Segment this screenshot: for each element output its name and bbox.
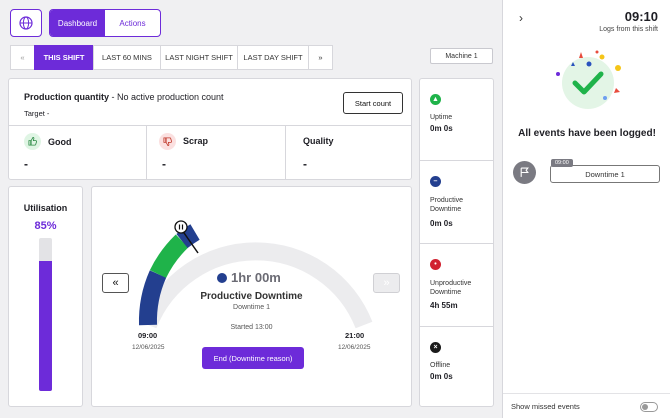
utilisation-bar (39, 238, 52, 391)
tabs-next-button[interactable]: » (308, 45, 333, 70)
production-heading: Production quantity - No active producti… (24, 92, 224, 102)
gauge-next-button[interactable]: » (373, 273, 400, 293)
productive-downtime-dot (217, 273, 227, 283)
collapse-panel-icon[interactable]: › (519, 11, 523, 25)
metric-quality: Quality - (286, 126, 411, 180)
show-missed-label: Show missed events (511, 402, 580, 411)
status-uptime-label: Uptime (430, 114, 453, 121)
machine-selector[interactable]: Machine 1 (430, 48, 493, 64)
gauge-prev-button[interactable]: « (102, 273, 129, 293)
metric-good: Good - (9, 126, 147, 180)
status-productive-downtime-label: Productive Downtime (430, 197, 464, 213)
gauge-started: Started 13:00 (230, 324, 273, 331)
metric-good-value: - (24, 157, 28, 171)
utilisation-bar-fill (39, 260, 52, 391)
status-productive-downtime-value: 0m 0s (430, 219, 453, 228)
log-subtitle: Logs from this shift (599, 26, 658, 33)
gauge-segment-productive-downtime (138, 270, 167, 326)
nav-actions[interactable]: Actions (119, 18, 146, 28)
production-target: Target - (24, 109, 50, 118)
productive-downtime-icon: – (430, 176, 441, 187)
offline-icon: × (430, 342, 441, 353)
event-downtime-1[interactable]: Downtime 1 (550, 165, 660, 183)
unproductive-downtime-icon: • (430, 259, 441, 270)
gauge-segment-uptime (149, 234, 189, 279)
gauge-start-date: 12/06/2025 (132, 344, 165, 351)
gauge-duration: 1hr 00m (231, 270, 281, 285)
metric-quality-value: - (303, 157, 307, 171)
gauge-segment-productive-downtime-current (176, 224, 200, 249)
nav-dashboard[interactable]: Dashboard (50, 10, 105, 36)
status-unproductive-downtime: • Unproductive Downtime 4h 55m (420, 244, 493, 327)
tab-last-day-shift[interactable]: LAST DAY SHIFT (237, 45, 309, 70)
tab-last-60-mins[interactable]: LAST 60 MINS (93, 45, 161, 70)
globe-icon (19, 16, 33, 30)
gauge-reason: Downtime 1 (233, 304, 270, 311)
status-uptime: ▲ Uptime 0m 0s (420, 79, 493, 161)
status-unproductive-downtime-value: 4h 55m (430, 301, 458, 310)
status-offline-value: 0m 0s (430, 372, 453, 381)
language-button[interactable] (10, 9, 42, 37)
uptime-icon: ▲ (430, 94, 441, 105)
tab-this-shift[interactable]: THIS SHIFT (34, 45, 94, 70)
gauge-needle (181, 229, 199, 254)
status-offline-label: Offline (430, 362, 451, 369)
gauge-end-date: 12/06/2025 (338, 344, 371, 351)
event-log-panel: › 09:10 Logs from this shift All events … (502, 0, 670, 418)
production-title: Production quantity (24, 92, 109, 102)
thumbs-up-icon (24, 133, 41, 150)
metric-good-label: Good (48, 137, 72, 147)
end-downtime-button[interactable]: End (Downtime reason) (202, 347, 304, 369)
utilisation-value: 85% (34, 220, 57, 232)
metric-scrap-value: - (162, 157, 166, 171)
utilisation-title: Utilisation (23, 203, 68, 213)
metric-scrap-label: Scrap (183, 136, 209, 146)
gauge-start-time: 09:00 (138, 331, 158, 340)
gauge-card: 1hr 00m Productive Downtime Downtime 1 S… (91, 186, 412, 407)
time-range-tabs: « THIS SHIFT LAST 60 MINS LAST NIGHT SHI… (10, 45, 333, 70)
tabs-prev-button[interactable]: « (10, 45, 35, 70)
show-missed-toggle[interactable] (640, 402, 658, 412)
status-uptime-value: 0m 0s (430, 124, 453, 133)
status-unproductive-downtime-label: Unproductive Downtime (430, 280, 472, 296)
production-status: - No active production count (109, 92, 224, 102)
start-count-button[interactable]: Start count (343, 92, 403, 114)
event-time-badge: 09:00 (551, 159, 573, 167)
status-offline: × Offline 0m 0s (420, 327, 493, 408)
utilisation-card: Utilisation 85% (8, 186, 83, 407)
log-message: All events have been logged! (518, 128, 656, 139)
gauge-track (139, 242, 373, 329)
divider (503, 393, 670, 394)
status-productive-downtime: – Productive Downtime 0m 0s (420, 161, 493, 244)
tab-last-night-shift[interactable]: LAST NIGHT SHIFT (160, 45, 238, 70)
pause-icon (174, 220, 188, 234)
gauge-end-time: 21:00 (345, 331, 365, 340)
nav-toggle: Dashboard Actions (49, 9, 161, 37)
status-panel: ▲ Uptime 0m 0s – Productive Downtime 0m … (419, 78, 494, 407)
downtime-gauge (138, 220, 373, 329)
flag-icon (513, 161, 536, 184)
log-time: 09:10 (624, 9, 658, 24)
thumbs-down-icon (159, 133, 176, 150)
metric-scrap: Scrap - (147, 126, 286, 180)
gauge-state: Productive Downtime (200, 291, 303, 302)
divider (9, 125, 411, 126)
metric-quality-label: Quality (303, 136, 334, 146)
all-logged-check-icon (556, 50, 621, 109)
production-card: Production quantity - No active producti… (8, 78, 412, 180)
